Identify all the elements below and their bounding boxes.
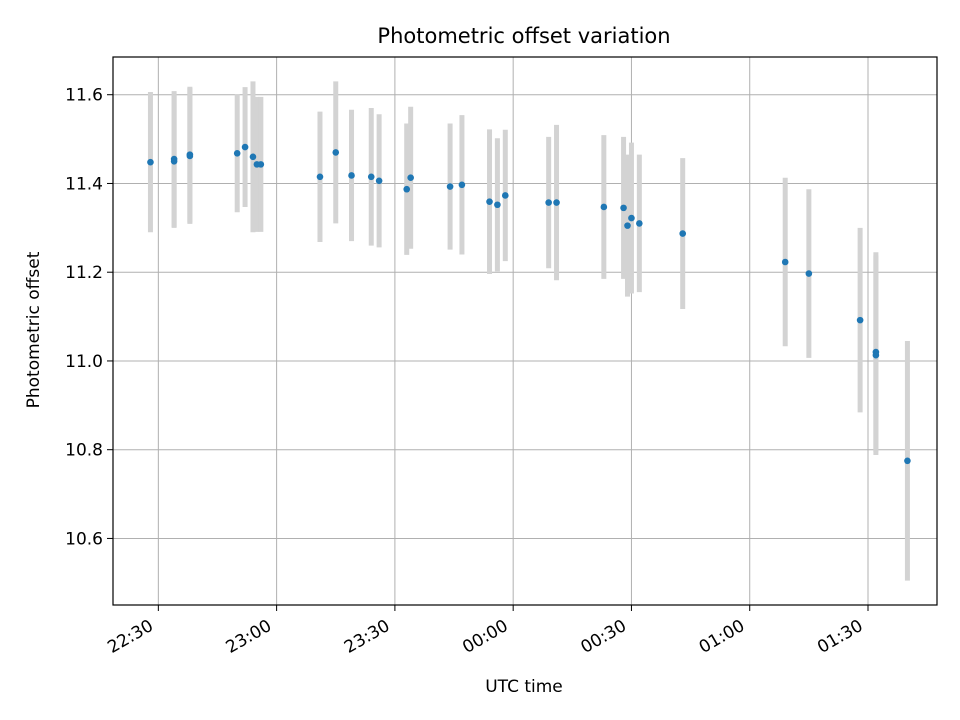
y-tick-label: 10.6 [65, 529, 103, 549]
grid-lines [113, 57, 937, 605]
data-point [501, 192, 509, 199]
y-tick-label: 10.8 [65, 441, 103, 461]
data-point [332, 149, 340, 156]
x-tick-label: 00:00 [459, 616, 511, 658]
data-point [257, 161, 265, 168]
y-axis-label: Photometric offset [24, 251, 44, 408]
data-point [679, 230, 687, 237]
data-point [233, 149, 241, 157]
data-point [316, 173, 324, 181]
data-point [375, 177, 383, 185]
data-point [348, 172, 355, 179]
data-point [403, 185, 411, 193]
data-point [628, 214, 635, 222]
y-tick-label: 11.0 [65, 352, 103, 372]
data-point [446, 183, 454, 190]
data-point [545, 199, 552, 206]
data-point [805, 270, 813, 277]
y-axis-ticks: 10.6 10.8 11.0 11.2 11.4 11.6 [65, 86, 113, 549]
x-tick-label: 01:00 [696, 616, 748, 658]
data-point [600, 203, 608, 211]
data-point [494, 201, 501, 209]
data-point [620, 204, 627, 212]
x-axis-ticks: 22:30 23:00 23:30 00:00 00:30 01:00 01:30 [104, 605, 869, 658]
data-point [781, 258, 789, 266]
data-point [624, 222, 631, 229]
data-point [856, 316, 864, 324]
error-bars [147, 81, 910, 581]
x-tick-label: 23:30 [341, 616, 393, 658]
data-point [458, 181, 466, 189]
x-tick-label: 00:30 [578, 616, 630, 658]
data-point [872, 351, 880, 359]
data-point [486, 198, 493, 205]
chart-title: Photometric offset variation [377, 24, 670, 48]
data-points [147, 143, 911, 465]
data-point [553, 199, 560, 206]
data-point [241, 143, 249, 151]
data-point [249, 153, 257, 161]
x-tick-label: 01:30 [814, 616, 866, 658]
y-tick-label: 11.4 [65, 174, 103, 194]
data-point [147, 158, 154, 166]
x-tick-label: 22:30 [104, 616, 156, 658]
data-point [170, 157, 178, 165]
y-tick-label: 11.6 [65, 86, 103, 106]
data-point [407, 174, 414, 181]
data-point [904, 457, 911, 465]
x-axis-label: UTC time [485, 677, 563, 697]
data-point [186, 151, 194, 158]
data-point [636, 220, 643, 227]
plot-frame [112, 56, 938, 606]
y-tick-label: 11.2 [65, 263, 103, 283]
data-point [367, 173, 375, 181]
x-tick-label: 23:00 [223, 616, 275, 658]
